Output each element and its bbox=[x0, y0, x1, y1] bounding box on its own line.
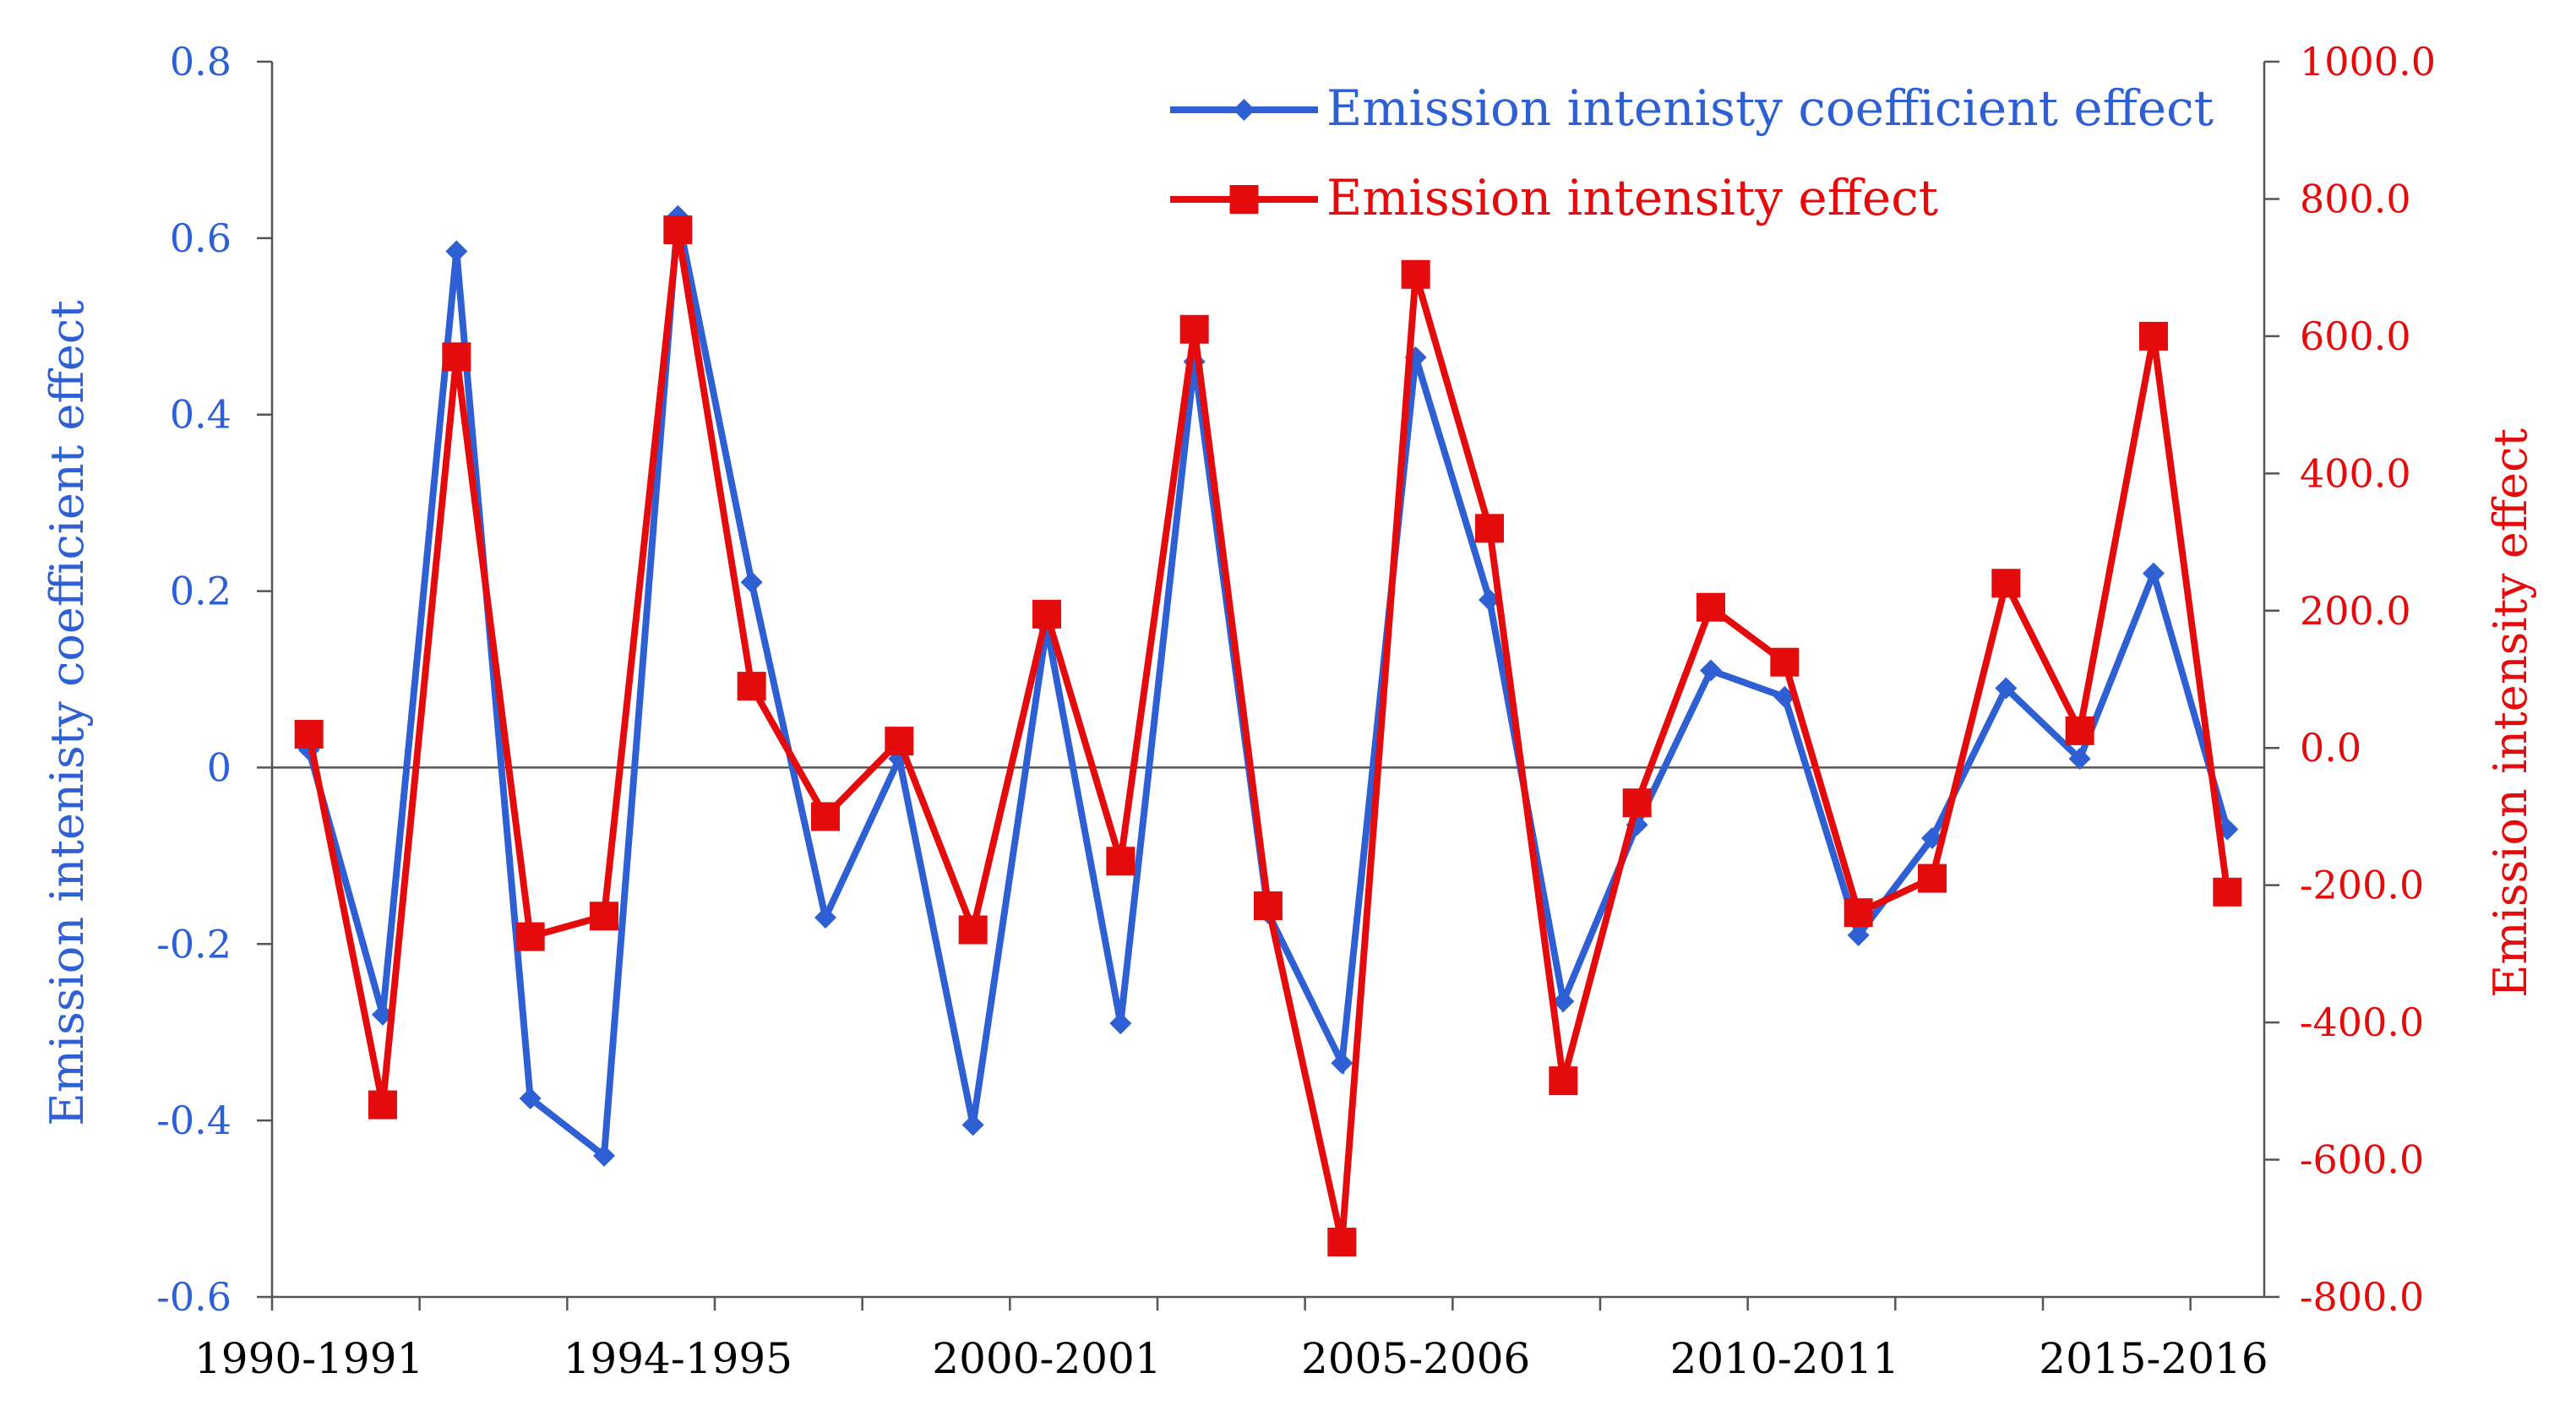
left-axis-tick-label: 0 bbox=[207, 744, 231, 790]
data-point bbox=[1995, 677, 2018, 700]
right-axis-tick-label: -600.0 bbox=[2300, 1137, 2424, 1183]
data-point bbox=[2213, 877, 2242, 907]
data-point bbox=[958, 915, 988, 945]
data-point bbox=[519, 1087, 542, 1110]
x-axis-tick-label: 2000-2001 bbox=[932, 1334, 1161, 1383]
data-point bbox=[294, 719, 324, 749]
data-point bbox=[1109, 1012, 1132, 1035]
data-point bbox=[1552, 990, 1575, 1013]
data-point bbox=[1622, 788, 1652, 818]
legend-swatch-marker bbox=[1229, 185, 1259, 214]
left-axis-tick-label: 0.6 bbox=[170, 215, 231, 261]
data-point bbox=[1106, 847, 1136, 876]
legend-entry: Emission intenisty coefficient effect bbox=[1170, 79, 2214, 137]
data-point bbox=[1696, 592, 1725, 622]
data-point bbox=[2139, 321, 2168, 351]
right-axis-tick-label: 800.0 bbox=[2300, 176, 2411, 221]
data-point bbox=[2143, 562, 2165, 585]
x-axis-tick-label: 2005-2006 bbox=[1301, 1334, 1530, 1383]
data-point bbox=[1847, 923, 1870, 946]
x-axis-tick-label: 1994-1995 bbox=[564, 1334, 792, 1383]
right-axis-tick-label: 600.0 bbox=[2300, 313, 2411, 359]
data-point bbox=[1475, 514, 1504, 543]
x-axis-tick-label: 1990-1991 bbox=[194, 1334, 423, 1383]
data-point bbox=[2065, 716, 2094, 745]
legend: Emission intenisty coefficient effect Emi… bbox=[1170, 79, 2214, 226]
data-point bbox=[1331, 1052, 1353, 1075]
data-point bbox=[814, 906, 836, 929]
left-axis-tick-label: -0.6 bbox=[156, 1274, 231, 1320]
data-point bbox=[811, 802, 840, 831]
data-point bbox=[445, 240, 468, 263]
data-point bbox=[2068, 747, 2091, 770]
series-line bbox=[305, 229, 2231, 1243]
legend-label: Emission intensity effect bbox=[1326, 169, 1938, 226]
data-point bbox=[590, 902, 618, 931]
right-axis-tick-label: 200.0 bbox=[2300, 588, 2411, 634]
data-point bbox=[368, 1090, 397, 1120]
data-point bbox=[961, 1114, 984, 1136]
left-axis-title: Emission intenisty coefficient effect bbox=[41, 300, 94, 1126]
data-point bbox=[1770, 647, 1800, 677]
series-line bbox=[305, 215, 2231, 1163]
legend-entry: Emission intensity effect bbox=[1170, 169, 1938, 226]
legend-swatch-marker bbox=[1233, 99, 1255, 121]
left-axis-tick-label: 0.8 bbox=[170, 39, 231, 84]
data-point bbox=[1991, 569, 2021, 598]
data-point bbox=[1549, 1066, 1578, 1096]
axes-group: 0.8 0.6 0.4 0.2 0 -0.2 -0.4 -0.6 1000.0 800.0 600.… bbox=[41, 39, 2537, 1383]
legend-label: Emission intenisty coefficient effect bbox=[1326, 79, 2214, 137]
data-point bbox=[593, 1144, 615, 1167]
data-point bbox=[1401, 259, 1430, 289]
left-axis-tick-label: -0.4 bbox=[156, 1098, 231, 1143]
series-group bbox=[294, 204, 2242, 1257]
series-coefficient-effect bbox=[297, 204, 2239, 1167]
left-axis-tick-label: -0.2 bbox=[156, 921, 231, 967]
data-point bbox=[1700, 659, 1722, 682]
data-point bbox=[737, 672, 766, 701]
right-axis-tick-label: -200.0 bbox=[2300, 863, 2424, 908]
right-axis-tick-label: 0.0 bbox=[2300, 725, 2361, 771]
data-point bbox=[1844, 898, 1873, 928]
series-intensity-effect bbox=[294, 215, 2242, 1257]
left-axis-tick-label: 0.2 bbox=[170, 569, 231, 614]
data-point bbox=[663, 215, 693, 244]
data-point bbox=[1327, 1228, 1357, 1257]
data-point bbox=[1254, 891, 1283, 921]
data-point bbox=[1032, 599, 1061, 629]
data-point bbox=[442, 342, 471, 372]
left-axis-tick-label: 0.4 bbox=[170, 392, 231, 438]
right-axis-tick-label: -800.0 bbox=[2300, 1274, 2424, 1320]
x-axis-tick-label: 2010-2011 bbox=[1670, 1334, 1899, 1383]
data-point bbox=[515, 922, 545, 951]
right-axis-tick-label: 1000.0 bbox=[2300, 39, 2436, 84]
right-axis-tick-label: 400.0 bbox=[2300, 450, 2411, 496]
data-point bbox=[740, 571, 763, 594]
right-axis-tick-label: -400.0 bbox=[2300, 1000, 2424, 1045]
right-axis-title: Emission intensity effect bbox=[2484, 428, 2537, 998]
data-point bbox=[1179, 314, 1209, 344]
data-point bbox=[885, 727, 914, 756]
data-point bbox=[1918, 864, 1947, 893]
x-axis-tick-label: 2015-2016 bbox=[2039, 1334, 2268, 1383]
